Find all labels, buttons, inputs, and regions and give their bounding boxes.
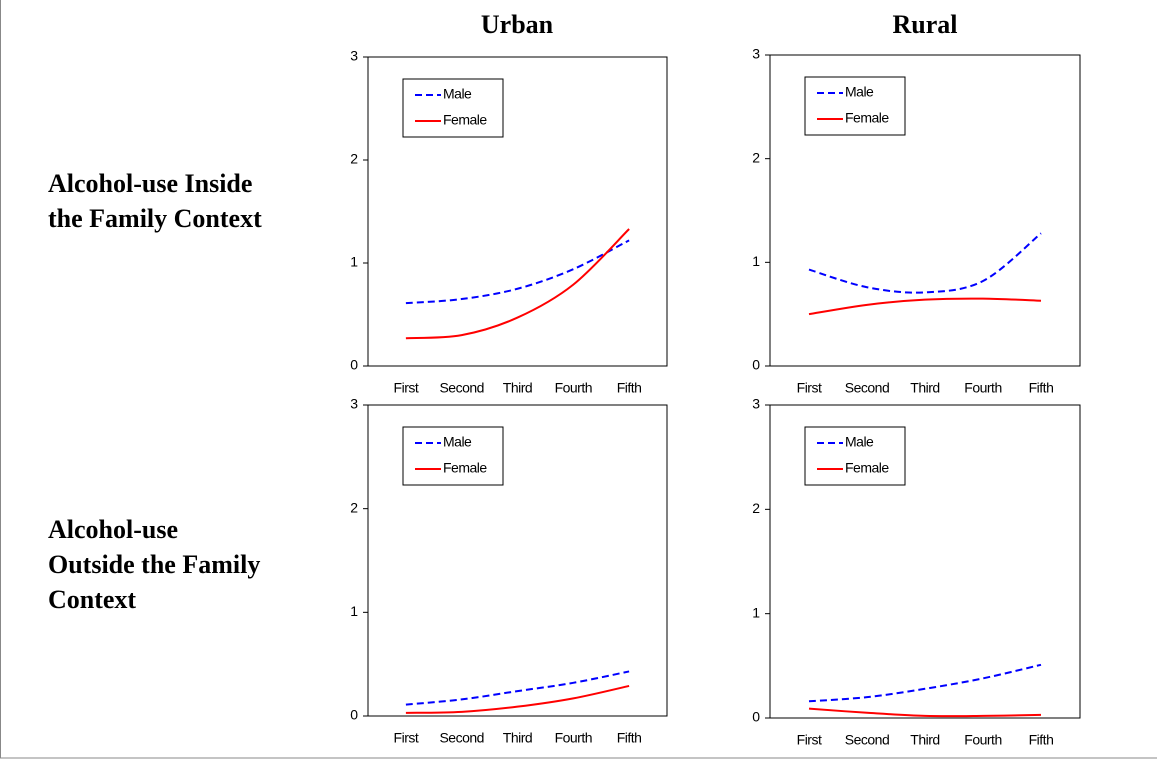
series-line xyxy=(405,239,630,305)
y-tick-label: 1 xyxy=(752,604,760,620)
y-tick-label: 1 xyxy=(350,254,358,270)
x-tick-label: Third xyxy=(503,730,532,746)
y-tick-label: 0 xyxy=(350,357,358,373)
y-tick-label: 0 xyxy=(350,707,358,723)
row-title: Alcohol-use Inside xyxy=(48,169,252,198)
row-title: Context xyxy=(48,585,136,614)
legend-label: Female xyxy=(845,110,889,126)
legend-box xyxy=(402,426,504,486)
legend-label: Female xyxy=(845,460,889,476)
series-line xyxy=(808,663,1042,703)
plot-area xyxy=(367,56,668,367)
x-tick-label: Fifth xyxy=(617,730,642,746)
series-line xyxy=(405,684,630,714)
x-tick-label: Fourth xyxy=(555,380,592,396)
x-tick-label: Fifth xyxy=(617,380,642,396)
row-title: Outside the Family xyxy=(48,550,260,579)
y-tick-label: 2 xyxy=(752,500,760,516)
y-tick-label: 2 xyxy=(350,499,358,515)
y-tick-label: 1 xyxy=(752,253,760,269)
x-tick-label: Fourth xyxy=(555,730,592,746)
x-tick-label: Second xyxy=(439,730,483,746)
y-tick-label: 1 xyxy=(350,603,358,619)
series-line xyxy=(405,670,630,706)
legend-label: Male xyxy=(845,434,874,450)
x-tick-label: Fourth xyxy=(964,380,1001,396)
x-tick-label: First xyxy=(797,380,822,396)
column-title: Rural xyxy=(893,10,958,39)
column-title: Urban xyxy=(481,10,554,39)
y-tick-label: 3 xyxy=(350,396,358,412)
x-tick-label: First xyxy=(394,380,419,396)
legend-label: Male xyxy=(443,86,472,102)
legend-box xyxy=(402,78,504,138)
legend-label: Male xyxy=(443,434,472,450)
x-tick-label: Second xyxy=(845,732,889,748)
plot-area xyxy=(367,404,668,717)
series-line xyxy=(808,707,1042,718)
row-title: Alcohol-use xyxy=(48,515,178,544)
x-tick-label: Third xyxy=(910,380,939,396)
x-tick-label: Fifth xyxy=(1029,732,1054,748)
legend-label: Female xyxy=(443,112,487,128)
y-tick-label: 3 xyxy=(752,46,760,62)
series-line xyxy=(808,232,1042,294)
x-tick-label: Third xyxy=(503,380,532,396)
x-tick-label: Second xyxy=(439,380,483,396)
legend-label: Male xyxy=(845,84,874,100)
y-tick-label: 3 xyxy=(752,396,760,412)
legend-label: Female xyxy=(443,460,487,476)
legend-box xyxy=(804,426,906,486)
y-tick-label: 0 xyxy=(752,709,760,725)
plot-area xyxy=(769,404,1081,719)
plot-area xyxy=(769,54,1081,367)
x-tick-label: Third xyxy=(910,732,939,748)
x-tick-label: Second xyxy=(845,380,889,396)
y-tick-label: 2 xyxy=(350,151,358,167)
row-title: the Family Context xyxy=(48,204,262,233)
x-tick-label: First xyxy=(394,730,419,746)
x-tick-label: First xyxy=(797,732,822,748)
x-tick-label: Fourth xyxy=(964,732,1001,748)
series-line xyxy=(405,228,630,340)
series-line xyxy=(808,297,1042,316)
y-tick-label: 0 xyxy=(752,357,760,373)
x-tick-label: Fifth xyxy=(1029,380,1054,396)
y-tick-label: 2 xyxy=(752,149,760,165)
legend-box xyxy=(804,76,906,136)
y-tick-label: 3 xyxy=(350,48,358,64)
